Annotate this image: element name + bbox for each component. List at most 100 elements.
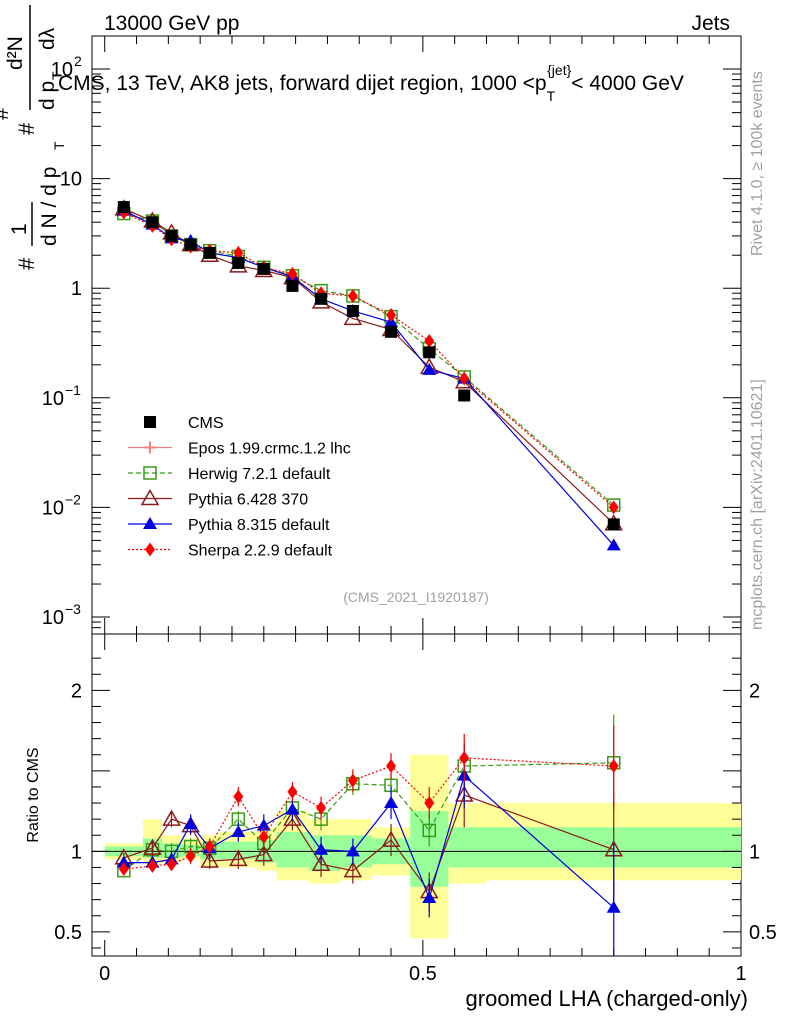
ratio-y-tick-label-right: 1 — [749, 841, 760, 863]
ratio-point-pythia8 — [422, 891, 437, 904]
legend-label-epos: Epos 1.99.crmc.1.2 lhc — [188, 441, 351, 458]
ratio-point-sherpa — [347, 773, 358, 788]
point-cms — [346, 304, 359, 317]
ratio-point-pythia8 — [285, 802, 300, 815]
ratio-y-axis: 0.5 0.5 1 1 2 2 — [54, 657, 777, 949]
svg-text:#: # — [14, 122, 39, 135]
ratio-point-sherpa — [204, 839, 215, 854]
y-tick-label: 10 — [42, 388, 64, 410]
analysis-watermark: (CMS_2021_I1920187) — [343, 589, 489, 605]
legend-label-pythia6: Pythia 6.428 370 — [188, 492, 308, 509]
ratio-frame — [91, 633, 742, 957]
svg-text:#: # — [0, 107, 13, 120]
ratio-point-sherpa — [233, 789, 244, 804]
svg-text:T: T — [51, 141, 67, 150]
mcplots-label: mcplots.cern.ch [arXiv:2401.10621] — [749, 379, 766, 630]
ratio-point-pythia6 — [143, 838, 162, 855]
ratio-point-sherpa — [424, 796, 435, 811]
y-tick-label: 10 — [42, 607, 64, 629]
point-cms — [385, 325, 398, 338]
point-cms — [146, 216, 159, 229]
legend-marker-cms — [144, 416, 156, 428]
ratio-point-pythia8 — [384, 796, 399, 809]
ratio-plot-series — [114, 714, 624, 956]
ratio-y-tick-label-right: 2 — [749, 680, 760, 702]
svg-text:dλ: dλ — [36, 27, 59, 50]
x-tick-label: 0.5 — [409, 963, 437, 985]
ratio-y-tick-label: 2 — [71, 680, 82, 702]
legend-label-pythia8: Pythia 8.315 default — [188, 517, 330, 534]
series-line-sherpa — [123, 212, 615, 508]
point-cms — [232, 256, 245, 269]
svg-text:T: T — [49, 71, 65, 80]
rivet-label: Rivet 4.1.0, ≥ 100k events — [749, 71, 766, 256]
svg-text:1: 1 — [8, 223, 31, 235]
y-tick-exponent: −3 — [65, 601, 81, 617]
ratio-point-pythia8 — [345, 844, 360, 857]
point-sherpa — [424, 333, 435, 348]
ratio-point-herwig — [422, 823, 436, 838]
x-tick-label: 1 — [735, 963, 746, 985]
ratio-line-herwig — [123, 762, 614, 872]
point-sherpa — [386, 307, 397, 322]
ratio-point-pythia8 — [183, 816, 198, 829]
point-cms — [117, 201, 130, 214]
x-tick-label: 0 — [99, 963, 110, 985]
ratio-point-sherpa — [118, 862, 129, 877]
point-cms — [458, 389, 471, 402]
ratio-point-sherpa — [287, 784, 298, 799]
ratio-point-pythia8 — [314, 842, 329, 855]
ratio-point-pythia6 — [200, 851, 220, 868]
legend-marker-herwig — [143, 466, 157, 480]
ratio-y-tick-label: 0.5 — [54, 922, 82, 944]
legend-marker-pythia8 — [143, 517, 157, 529]
point-sherpa — [608, 500, 619, 515]
point-sherpa — [233, 245, 244, 260]
legend: CMS Epos 1.99.crmc.1.2 lhc Herwig 7.2.1 de… — [128, 415, 351, 560]
point-cms — [257, 262, 270, 275]
ratio-point-sherpa — [316, 800, 327, 815]
x-axis-label: groomed LHA (charged-only) — [466, 986, 748, 1011]
svg-text:d p: d p — [36, 81, 59, 110]
ratio-point-pythia8 — [231, 825, 246, 838]
ratio-point-sherpa — [459, 750, 470, 765]
legend-label-herwig: Herwig 7.2.1 default — [188, 466, 331, 483]
chart-title: CMS, 13 TeV, AK8 jets, forward dijet reg… — [58, 62, 684, 104]
ratio-point-pythia6 — [343, 861, 363, 878]
ratio-y-label: Ratio to CMS — [25, 747, 42, 842]
point-sherpa — [459, 371, 470, 386]
legend-label-cms: CMS — [188, 415, 224, 432]
legend-marker-sherpa — [145, 542, 155, 557]
header-right: Jets — [691, 12, 730, 35]
ratio-y-tick-label-right: 0.5 — [749, 922, 777, 944]
band-inner-bin — [448, 827, 487, 868]
ratio-y-tick-label: 1 — [71, 841, 82, 863]
main-y-label: # 1 d N / d p T # # d²N d p T dλ — [0, 5, 67, 270]
point-pythia8 — [422, 362, 437, 375]
legend-label-sherpa: Sherpa 2.2.9 default — [188, 543, 333, 560]
y-tick-exponent: 2 — [74, 53, 82, 69]
ratio-point-sherpa — [147, 858, 158, 873]
y-tick-label: 1 — [71, 278, 82, 300]
point-cms — [286, 279, 299, 292]
main-plot-series — [114, 199, 624, 551]
ratio-point-sherpa — [166, 857, 177, 872]
y-tick-label: 10 — [42, 497, 64, 519]
ratio-point-pythia6 — [254, 845, 274, 862]
y-tick-exponent: −2 — [65, 491, 81, 507]
point-pythia6 — [343, 308, 363, 326]
ratio-point-pythia8 — [606, 900, 621, 913]
point-sherpa — [347, 288, 358, 303]
ratio-point-sherpa — [608, 759, 619, 774]
ratio-point-pythia6 — [283, 809, 302, 826]
svg-text:#: # — [14, 257, 39, 270]
point-cms — [423, 346, 436, 359]
point-cms — [203, 246, 216, 259]
point-pythia8 — [606, 538, 621, 551]
svg-text:d N / d p: d N / d p — [38, 167, 61, 246]
ratio-point-pythia6 — [162, 809, 181, 826]
ratio-line-pythia8 — [123, 774, 615, 909]
ratio-point-pythia6 — [311, 854, 331, 871]
ratio-point-sherpa — [185, 849, 196, 864]
